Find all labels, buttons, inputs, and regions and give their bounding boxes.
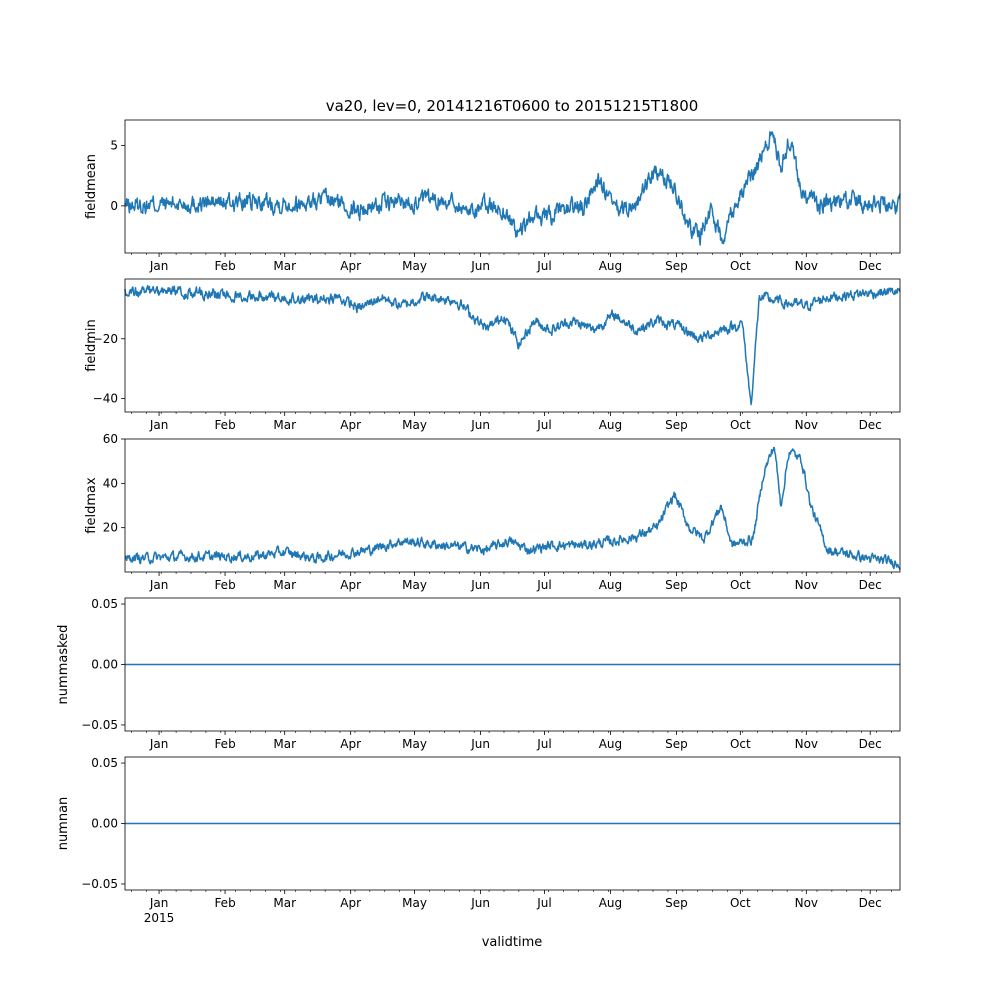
axes-frame xyxy=(124,119,901,254)
axes-frame xyxy=(124,438,901,573)
x-tick-label: Jan xyxy=(149,896,169,910)
x-tick-label: Feb xyxy=(214,259,235,273)
x-tick-label: Mar xyxy=(273,578,296,592)
y-tick-label: 0.00 xyxy=(91,817,118,831)
y-tick-label: 0.05 xyxy=(91,756,118,770)
x-tick-label: Aug xyxy=(599,578,622,592)
x-tick-label: Jun xyxy=(470,418,490,432)
series-line-fieldmin xyxy=(124,284,901,406)
x-tick-label: Jun xyxy=(470,578,490,592)
x-axis-label: validtime xyxy=(482,935,543,950)
x-tick-label: Oct xyxy=(730,896,751,910)
y-tick-label: 20 xyxy=(103,521,118,535)
x-tick-label: Oct xyxy=(730,418,751,432)
x-tick-label: Jul xyxy=(536,896,551,910)
x-tick-label: Oct xyxy=(730,737,751,751)
y-axis-label: fieldmean xyxy=(84,154,99,219)
x-tick-label: Jul xyxy=(536,259,551,273)
x-tick-label: Aug xyxy=(599,896,622,910)
x-tick-label: Dec xyxy=(859,418,882,432)
x-tick-label: Feb xyxy=(214,737,235,751)
x-tick-label: Mar xyxy=(273,896,296,910)
x-tick-label: Dec xyxy=(859,737,882,751)
x-tick-label: Jul xyxy=(536,737,551,751)
x-tick-label: Feb xyxy=(214,896,235,910)
x-tick-label: Nov xyxy=(795,259,818,273)
x-tick-label: Sep xyxy=(665,418,688,432)
x-tick-label: Aug xyxy=(599,259,622,273)
x-tick-label: Mar xyxy=(273,737,296,751)
x-tick-label: Sep xyxy=(665,259,688,273)
y-axis-label: fieldmax xyxy=(84,477,99,534)
x-tick-label: Jan xyxy=(149,418,169,432)
y-tick-label: 0 xyxy=(110,199,118,213)
x-tick-label: Apr xyxy=(340,418,361,432)
y-axis-label: nummasked xyxy=(56,625,71,705)
subplot-numnan: −0.05 0.00 0.05 numnan Jan Feb Mar Apr May Jun Jul… xyxy=(56,756,901,925)
y-tick-label: 0.05 xyxy=(91,597,118,611)
series-line-fieldmean xyxy=(124,131,901,246)
x-year-label: 2015 xyxy=(144,911,175,925)
x-tick-label: Sep xyxy=(665,896,688,910)
y-tick-label: −0.05 xyxy=(81,718,118,732)
y-axis-label: fieldmin xyxy=(84,319,99,372)
x-tick-label: Jan xyxy=(149,578,169,592)
x-tick-label: Jul xyxy=(536,418,551,432)
x-tick-label: Aug xyxy=(599,737,622,751)
x-tick-label: Mar xyxy=(273,259,296,273)
subplot-nummasked: −0.05 0.00 0.05 nummasked Jan Feb Mar Apr May Jun… xyxy=(56,597,901,751)
series-line-fieldmax xyxy=(124,446,901,570)
x-tick-label: Sep xyxy=(665,737,688,751)
x-tick-label: May xyxy=(402,418,427,432)
x-tick-label: Dec xyxy=(859,578,882,592)
axes-frame xyxy=(124,278,901,413)
x-tick-label: Nov xyxy=(795,418,818,432)
y-tick-label: −20 xyxy=(93,332,118,346)
y-tick-label: 40 xyxy=(103,476,118,490)
x-tick-label: Dec xyxy=(859,896,882,910)
x-tick-label: Aug xyxy=(599,418,622,432)
subplot-fieldmean: 0 5 fieldmean Jan Feb Mar Apr May Jun Jul Aug Sep Oc… xyxy=(84,119,901,273)
y-tick-label: −0.05 xyxy=(81,877,118,891)
x-tick-label: Feb xyxy=(214,578,235,592)
x-tick-label: Jun xyxy=(470,737,490,751)
x-tick-label: Jan xyxy=(149,259,169,273)
x-tick-label: Nov xyxy=(795,737,818,751)
x-tick-label: May xyxy=(402,896,427,910)
subplot-fieldmax: 20 40 60 fieldmax Jan Feb Mar Apr May Jun Jul Aug Se… xyxy=(84,432,901,592)
x-tick-label: May xyxy=(402,259,427,273)
x-tick-label: Oct xyxy=(730,578,751,592)
x-tick-label: Feb xyxy=(214,418,235,432)
y-tick-label: 0.00 xyxy=(91,658,118,672)
x-tick-label: Nov xyxy=(795,578,818,592)
x-tick-label: Apr xyxy=(340,737,361,751)
x-tick-label: Oct xyxy=(730,259,751,273)
x-tick-label: Mar xyxy=(273,418,296,432)
chart-title: va20, lev=0, 20141216T0600 to 20151215T1… xyxy=(326,97,699,115)
x-tick-label: Apr xyxy=(340,896,361,910)
y-axis-label: numnan xyxy=(56,797,71,851)
x-tick-label: May xyxy=(402,578,427,592)
x-tick-label: Jul xyxy=(536,578,551,592)
x-tick-label: Apr xyxy=(340,259,361,273)
x-tick-label: Nov xyxy=(795,896,818,910)
x-tick-label: May xyxy=(402,737,427,751)
y-tick-label: −40 xyxy=(93,392,118,406)
y-tick-label: 60 xyxy=(103,432,118,446)
subplots: 0 5 fieldmean Jan Feb Mar Apr May Jun Jul Aug Sep Oc… xyxy=(56,119,901,925)
x-tick-label: Jun xyxy=(470,259,490,273)
x-tick-label: Sep xyxy=(665,578,688,592)
x-tick-label: Apr xyxy=(340,578,361,592)
y-tick-label: 5 xyxy=(110,138,118,152)
x-tick-label: Jun xyxy=(470,896,490,910)
x-tick-label: Dec xyxy=(859,259,882,273)
x-tick-label: Jan xyxy=(149,737,169,751)
